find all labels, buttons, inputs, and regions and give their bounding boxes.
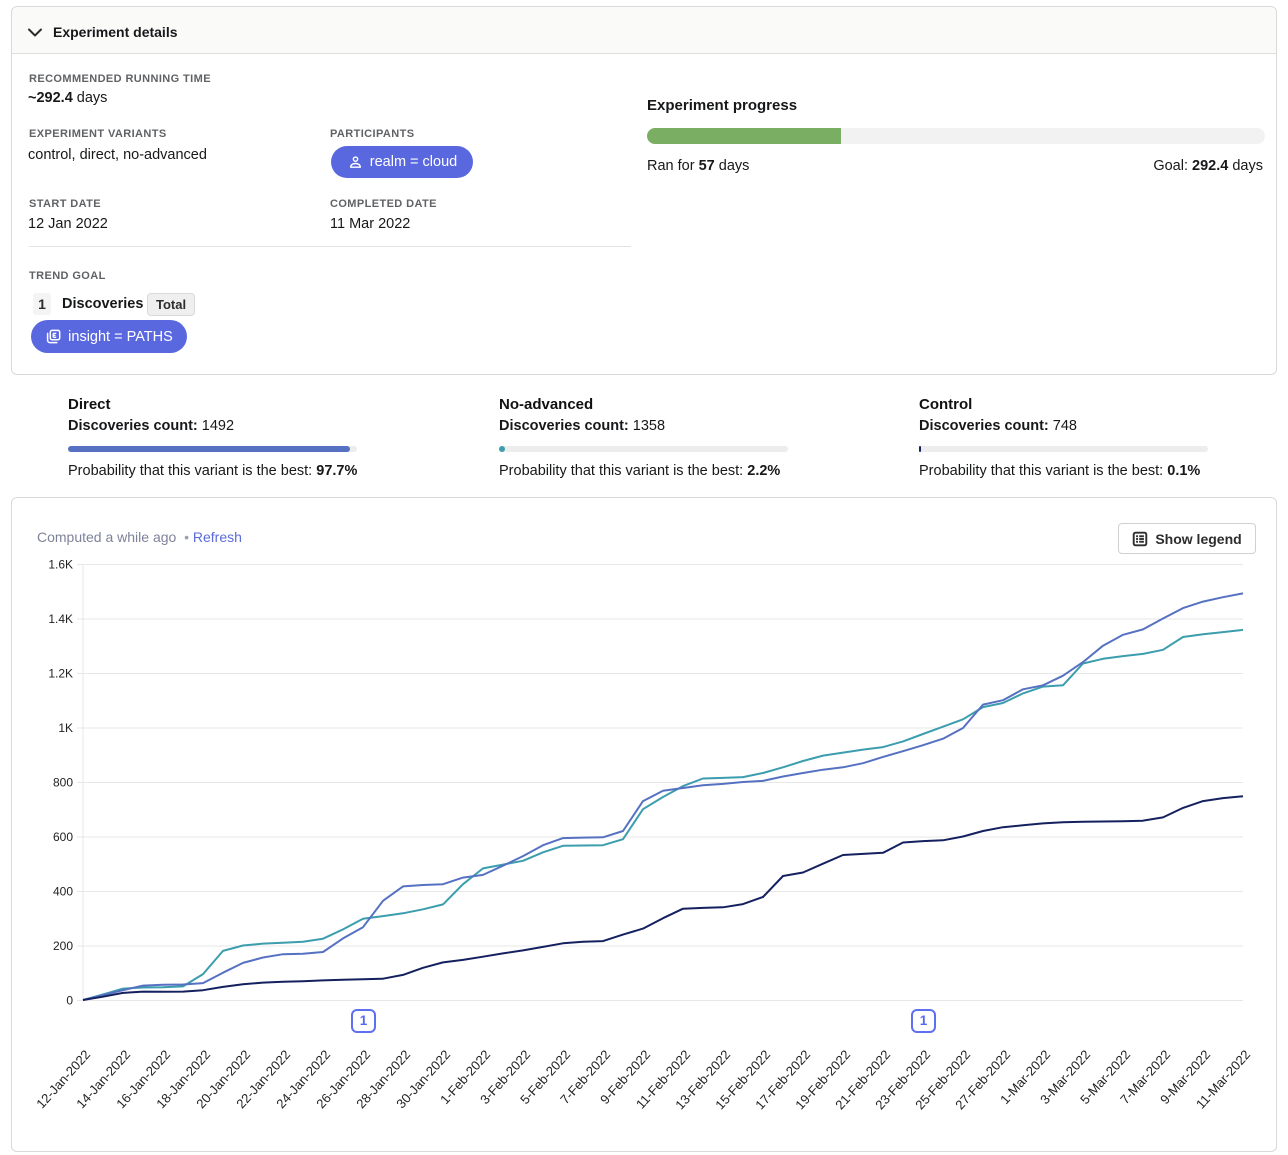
svg-text:400: 400 — [53, 885, 73, 899]
svg-text:1.4K: 1.4K — [48, 612, 73, 626]
svg-text:600: 600 — [53, 830, 73, 844]
svg-text:1.6K: 1.6K — [48, 558, 73, 572]
svg-text:1K: 1K — [58, 721, 73, 735]
svg-text:0: 0 — [66, 994, 73, 1008]
svg-text:1.2K: 1.2K — [48, 667, 73, 681]
svg-text:200: 200 — [53, 939, 73, 953]
svg-text:800: 800 — [53, 776, 73, 790]
